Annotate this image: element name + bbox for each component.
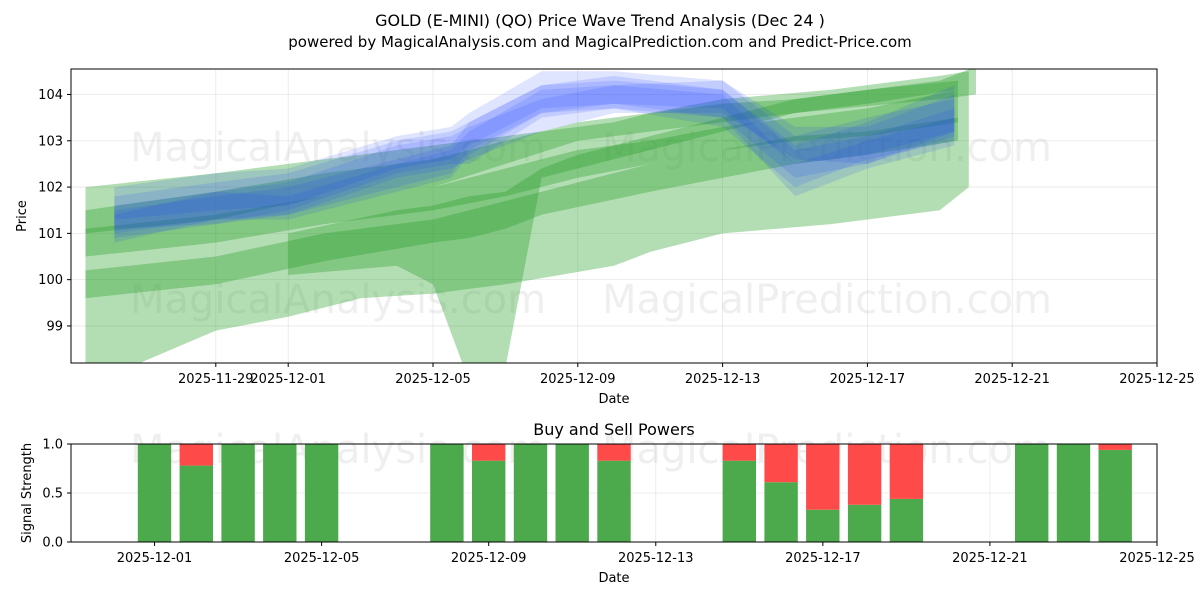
buy-bar [472, 460, 506, 542]
top-y-ticks: 99 100 101 102 103 104 [38, 88, 71, 334]
top-plot-background [71, 69, 1157, 363]
buy-bar [847, 504, 882, 542]
chart-subtitle: powered by MagicalAnalysis.com and Magic… [288, 33, 912, 51]
watermark-left-lower: MagicalAnalysis.com [130, 277, 546, 323]
bottom-y-tick-label: 0.0 [42, 536, 63, 551]
bottom-bars [137, 444, 1132, 542]
band-green-band-wide [85, 71, 969, 363]
buy-bar [513, 444, 548, 542]
top-y-tick-label: 100 [38, 273, 63, 288]
buy-bar [806, 509, 840, 542]
buy-bar [221, 444, 255, 542]
buy-bar [179, 465, 213, 542]
band-green-band-upper [85, 89, 958, 257]
top-y-tick-label: 101 [38, 227, 63, 242]
sell-bar [889, 444, 924, 499]
buy-bar [304, 444, 339, 542]
sell-bar [806, 444, 840, 510]
bottom-x-tick-label: 2025-12-17 [785, 551, 861, 566]
bottom-y-tick-label: 1.0 [42, 438, 63, 453]
chart-title: GOLD (E-MINI) (QO) Price Wave Trend Anal… [375, 11, 825, 30]
buy-bar [1056, 444, 1091, 542]
sell-bar [722, 444, 756, 461]
top-x-axis-label: Date [598, 392, 629, 407]
bottom-x-tick-label: 2025-12-05 [284, 551, 360, 566]
top-x-tick-label: 2025-11-29 [178, 372, 254, 387]
sell-bar [1098, 444, 1132, 450]
top-series-clip [85, 69, 976, 363]
top-x-tick-label: 2025-12-17 [830, 372, 906, 387]
buy-bar [1015, 444, 1049, 542]
band-blue-band-5 [114, 71, 955, 220]
top-x-tick-label: 2025-12-01 [250, 372, 326, 387]
band-green-band-mid [85, 80, 958, 234]
top-y-tick-label: 102 [38, 181, 63, 196]
band-green-band-lower [85, 117, 958, 299]
sell-bar [179, 444, 213, 466]
watermark-left-upper: MagicalAnalysis.com [130, 125, 546, 171]
buy-bar [597, 460, 631, 542]
band-blue-band-3 [114, 75, 955, 229]
bottom-x-ticks: 2025-12-01 2025-12-05 2025-12-09 2025-12-13… [117, 542, 1195, 566]
bottom-y-tick-label: 0.5 [42, 487, 63, 502]
bottom-y-axis-label: Signal Strength [20, 443, 35, 543]
bottom-x-tick-label: 2025-12-25 [1119, 551, 1195, 566]
bottom-y-ticks: 0.0 0.5 1.0 [42, 438, 71, 551]
bottom-x-tick-label: 2025-12-21 [952, 551, 1028, 566]
buy-bar [764, 482, 798, 542]
watermark-right-upper: MagicalPrediction.com [602, 125, 1052, 171]
top-x-tick-label: 2025-12-05 [395, 372, 471, 387]
buy-bar [430, 444, 464, 542]
top-series [85, 69, 976, 363]
top-plot-frame [70, 68, 1158, 364]
buy-bar [889, 498, 924, 542]
buy-sell-chart: Buy and Sell Powers MagicalAnalysis.com … [20, 420, 1195, 586]
price-wave-chart: MagicalAnalysis.com MagicalPrediction.co… [15, 68, 1195, 407]
top-y-tick-label: 103 [38, 134, 63, 149]
top-x-tick-label: 2025-12-21 [974, 372, 1050, 387]
top-y-axis-label: Price [15, 200, 30, 232]
top-x-tick-label: 2025-12-25 [1119, 372, 1195, 387]
bottom-x-tick-label: 2025-12-09 [451, 551, 527, 566]
sell-bar [597, 444, 631, 461]
top-x-tick-label: 2025-12-09 [540, 372, 616, 387]
sell-bar [764, 444, 798, 483]
buy-bar [1098, 449, 1132, 542]
band-green-band-dip [288, 69, 976, 363]
bottom-chart-title: Buy and Sell Powers [533, 420, 695, 439]
watermark-right-lower: MagicalPrediction.com [602, 277, 1052, 323]
bottom-x-axis-label: Date [598, 571, 629, 586]
top-y-tick-label: 99 [46, 319, 63, 334]
top-x-tick-label: 2025-12-13 [685, 372, 761, 387]
sell-bar [472, 444, 506, 461]
band-blue-band-1 [114, 80, 955, 238]
buy-bar [555, 444, 589, 542]
band-blue-band-2 [114, 80, 955, 234]
buy-bar [722, 460, 756, 542]
sell-bar [847, 444, 882, 505]
buy-bar [137, 444, 172, 542]
bottom-x-tick-label: 2025-12-13 [618, 551, 694, 566]
top-y-tick-label: 104 [38, 88, 63, 103]
top-watermarks: MagicalAnalysis.com MagicalPrediction.co… [130, 125, 1052, 323]
buy-bar [263, 444, 297, 542]
bottom-x-tick-label: 2025-12-01 [117, 551, 193, 566]
band-blue-band-4 [114, 85, 955, 243]
